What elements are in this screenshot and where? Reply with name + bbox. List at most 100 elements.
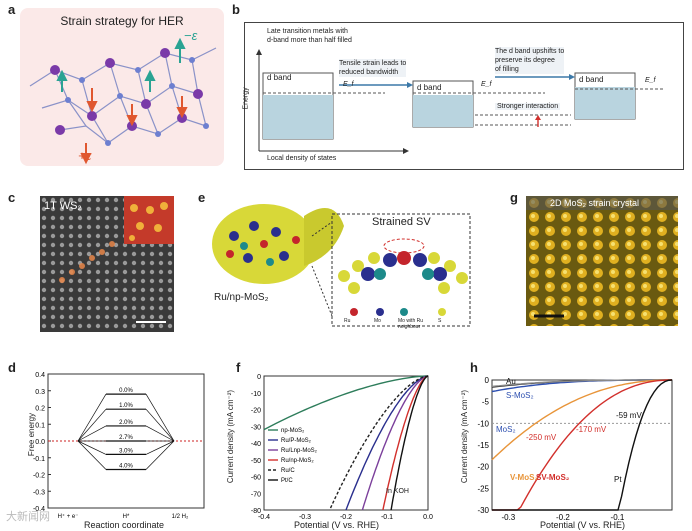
panel-a-title: Strain strategy for HER [60, 14, 184, 28]
d-strain-label: 4.0% [119, 463, 133, 469]
strain-crystal-image [526, 196, 678, 326]
f-xtick: -0.3 [299, 514, 311, 521]
d-connector [77, 408, 107, 442]
h-annotation: Au [506, 377, 516, 386]
d-strain-label: 2.7% [119, 435, 133, 441]
panel-e-letter: e [198, 190, 206, 205]
d-connector [145, 440, 175, 470]
e-legend-mo-ru: Mo with Ru neighbour [398, 318, 424, 330]
h-ytick: -30 [477, 506, 489, 515]
h-annotation: -59 mV [616, 411, 642, 420]
d-ytick: -0.4 [33, 506, 45, 513]
chart-d-svg: 0.4 0.3 0.2 0.1 0.0 -0.1 -0.2 -0.3 -0.4 H⁺ + e⁻ H*… [33, 372, 205, 520]
compressive-arrows [80, 88, 188, 165]
d-connector [77, 393, 107, 442]
f-ytick: -50 [251, 458, 261, 465]
f-ylabel: Current density (mA cm⁻²) [226, 389, 236, 484]
neg-strain-label: −ε [184, 28, 198, 43]
h-annotation: Pt [614, 475, 622, 484]
strained-lattice [29, 37, 217, 165]
b-arrow-text-2: The d band upshifts to preserve its degr… [495, 47, 565, 74]
h-annotation: MoS₂ [496, 425, 516, 434]
f-ytick: 0 [257, 374, 261, 381]
panel-a: Strain strategy for HER [20, 8, 224, 166]
panel-g-micrograph: 2D MoS₂ strain crystal [526, 196, 678, 326]
d-connector [145, 393, 175, 442]
strained-sv-chain [338, 251, 468, 294]
d-connector [145, 425, 175, 442]
f-series-line [390, 375, 429, 511]
d-xlabel: Reaction coordinate [84, 520, 165, 530]
d-ytick: 0.0 [35, 439, 45, 446]
d-strain-label: 2.0% [119, 420, 133, 426]
panel-c-micrograph: 1T WS₂ [40, 196, 174, 332]
h-xtick: -0.2 [556, 513, 570, 522]
panel-c-letter: c [8, 190, 16, 205]
f-series-line [328, 375, 429, 511]
e-legend-s: S [438, 318, 442, 324]
chart-h-svg: -0.3 -0.2 -0.1 0 -5 -10 -15 -20 -25 -30 Au S-MoS₂ Mo… [477, 376, 673, 522]
f-ytick: -60 [251, 475, 261, 482]
h-xlabel: Potential (V vs. RHE) [540, 520, 626, 530]
h-ytick: -15 [477, 441, 489, 450]
d-strain-label: 3.0% [119, 448, 133, 454]
d-ytick: 0.4 [35, 372, 45, 379]
pos-strain-label: +ε [78, 148, 92, 163]
h-annotation: -170 mV [576, 425, 607, 434]
h-ytick: -5 [482, 398, 490, 407]
b-ef-2: E_f [481, 81, 492, 88]
f-legend-label: np-MoS₂ [281, 428, 305, 434]
e-legend-ru: Ru [344, 318, 351, 324]
f-ytick: -80 [251, 508, 261, 515]
h-annotation: V-MoS₂ [510, 473, 538, 482]
dband-diagram [256, 49, 665, 154]
e-title: Strained SV [372, 216, 431, 228]
f-note: In KOH [386, 488, 409, 495]
f-series-line [382, 375, 429, 511]
d-xtick: H* [123, 514, 130, 520]
h-xtick: -0.1 [611, 513, 625, 522]
h-series-line [491, 379, 672, 388]
f-legend-label: Ru/C [281, 468, 295, 474]
d-ylabel: Free energy [27, 412, 37, 457]
d-strain-label: 1.0% [119, 403, 133, 409]
d-ytick: -0.1 [33, 456, 45, 463]
chart-f-svg: -0.4 -0.3 -0.2 -0.1 0.0 0 -10 -20 -30 -40 -50 -60 -7… [251, 374, 433, 521]
f-legend-label: Ru/np-MoS₂ [281, 458, 314, 464]
d-ytick: 0.3 [35, 389, 45, 396]
h-annotation: SV-MoS₂ [536, 473, 570, 482]
stem-image [40, 196, 174, 332]
h-ytick: -20 [477, 463, 489, 472]
panel-h-chart: -0.3 -0.2 -0.1 0 -5 -10 -15 -20 -25 -30 Au S-MoS₂ Mo… [460, 370, 688, 530]
h-ytick: -10 [477, 419, 489, 428]
h-xtick: -0.3 [501, 513, 515, 522]
h-series-line [491, 379, 672, 461]
f-ytick: -20 [251, 408, 261, 415]
f-xtick: -0.1 [381, 514, 393, 521]
b-stronger: Stronger interaction [495, 103, 561, 110]
atom-chain [59, 241, 115, 283]
h-ytick: -25 [477, 484, 489, 493]
d-connector [145, 408, 175, 442]
panel-a-letter: a [8, 2, 16, 17]
f-ytick: -70 [251, 491, 261, 498]
d-xtick: H⁺ + e⁻ [58, 513, 79, 520]
np-mos2-sphere [212, 204, 344, 284]
h-series-line [492, 379, 673, 511]
f-legend-label: Pt/C [281, 478, 293, 484]
b-header: Late transition metals with d-band more … [267, 28, 352, 44]
b-yaxis: Energy [242, 87, 250, 110]
f-xtick: -0.2 [340, 514, 352, 521]
d-ytick: -0.2 [33, 473, 45, 480]
b-ef-1: E_f [343, 81, 354, 88]
panel-b-letter: b [232, 2, 240, 17]
g-label: 2D MoS₂ strain crystal [550, 198, 640, 208]
f-series-line [345, 375, 429, 511]
b-dband-1: d band [267, 73, 292, 82]
panel-f-chart: -0.4 -0.3 -0.2 -0.1 0.0 0 -10 -20 -30 -40 -50 -60 -7… [226, 370, 434, 530]
b-xaxis: Local density of states [267, 155, 337, 162]
b-arrow-text-1: Tensile strain leads to reduced bandwidt… [339, 59, 407, 77]
panel-d-chart: 0.4 0.3 0.2 0.1 0.0 -0.1 -0.2 -0.3 -0.4 H⁺ + e⁻ H*… [14, 370, 210, 530]
d-ytick: 0.2 [35, 406, 45, 413]
f-xtick: 0.0 [423, 514, 433, 521]
